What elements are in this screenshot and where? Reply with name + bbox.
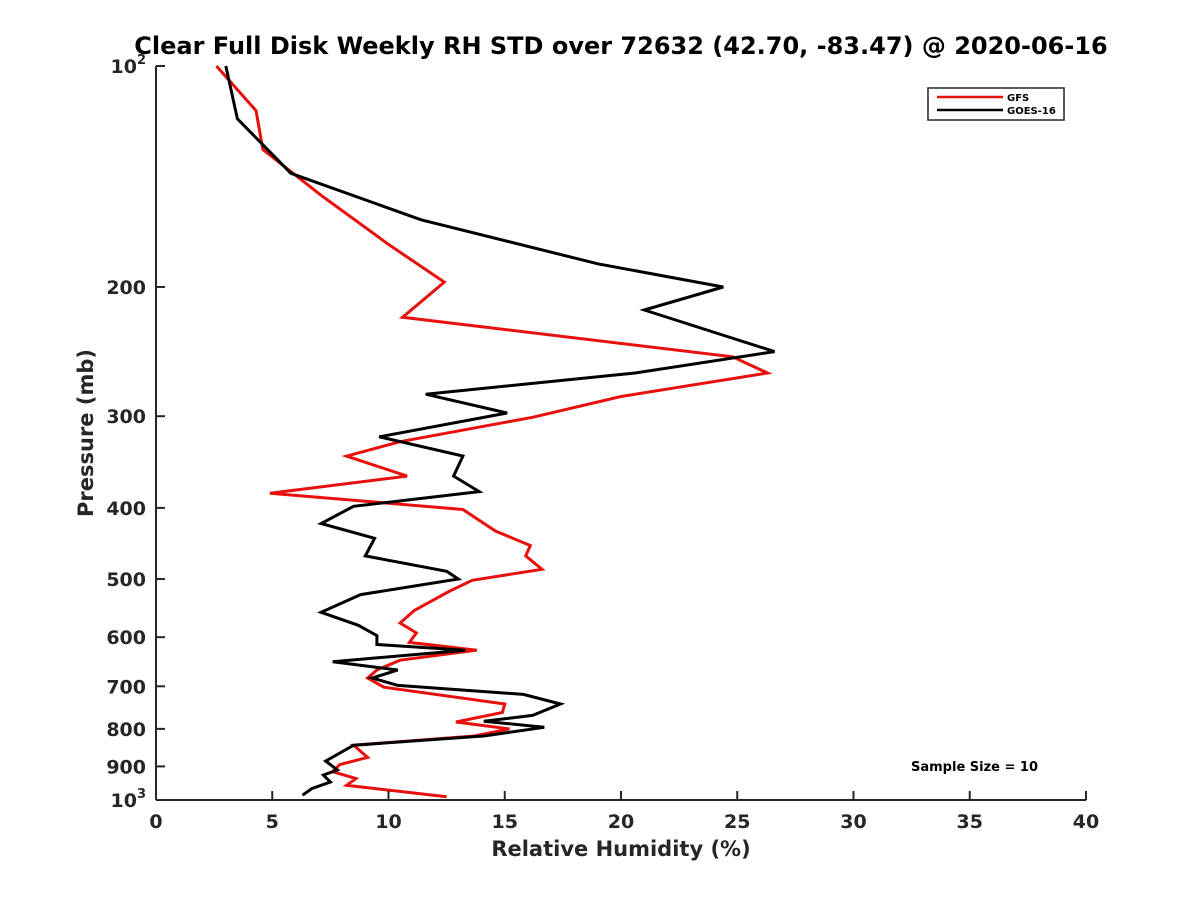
y-tick-label: 600 <box>106 627 146 649</box>
y-tick-label: 103 <box>111 787 147 812</box>
y-tick-label-base: 400 <box>106 498 146 520</box>
legend: GFS GOES-16 <box>927 87 1065 121</box>
series-layer <box>215 65 775 799</box>
y-tick-label-exponent: 2 <box>137 53 146 68</box>
x-tick-label: 25 <box>724 811 750 833</box>
legend-label-goes16: GOES-16 <box>1007 106 1056 117</box>
y-tick-label-base: 900 <box>106 756 146 778</box>
series-line-goes-16 <box>224 65 775 797</box>
y-tick-label: 900 <box>106 756 146 778</box>
y-tick-label-base: 300 <box>106 406 146 428</box>
x-tick-label: 5 <box>266 811 279 833</box>
x-tick-label: 10 <box>375 811 401 833</box>
y-tick-label: 500 <box>106 569 146 591</box>
y-tick-label: 700 <box>106 676 146 698</box>
y-axis-label: Pressure (mb) <box>74 349 98 517</box>
x-axis-label: Relative Humidity (%) <box>491 837 750 861</box>
x-tick-label: 0 <box>149 811 162 833</box>
plot-area: 0 5 10 15 20 25 30 35 40 10220030040050060070080… <box>106 53 1099 833</box>
y-tick-label: 800 <box>106 719 146 741</box>
x-tick-label: 40 <box>1073 811 1099 833</box>
y-tick-label: 102 <box>111 53 147 78</box>
y-tick-label-base: 200 <box>106 277 146 299</box>
x-tick-label: 30 <box>840 811 866 833</box>
y-tick-label-base: 700 <box>106 676 146 698</box>
y-tick-label: 200 <box>106 277 146 299</box>
y-tick-label-base: 10 <box>111 790 137 812</box>
x-tick-label: 15 <box>492 811 518 833</box>
y-tick-label-base: 500 <box>106 569 146 591</box>
sample-size-annotation: Sample Size = 10 <box>911 760 1038 775</box>
x-ticks: 0 5 10 15 20 25 30 35 40 <box>149 791 1099 833</box>
y-tick-label-base: 10 <box>111 56 137 78</box>
y-tick-label: 400 <box>106 498 146 520</box>
x-tick-label: 20 <box>608 811 634 833</box>
y-tick-label-base: 600 <box>106 627 146 649</box>
legend-label-gfs: GFS <box>1007 93 1029 104</box>
y-tick-label: 300 <box>106 406 146 428</box>
chart-title: Clear Full Disk Weekly RH STD over 72632… <box>134 32 1107 60</box>
x-tick-label: 35 <box>957 811 983 833</box>
legend-box <box>927 87 1065 121</box>
y-tick-label-exponent: 3 <box>137 787 146 802</box>
y-tick-label-base: 800 <box>106 719 146 741</box>
